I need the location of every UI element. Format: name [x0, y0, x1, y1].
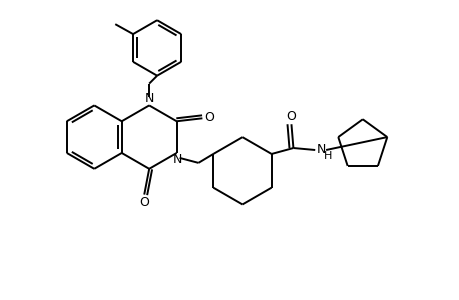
Text: N: N [144, 92, 153, 105]
Text: O: O [204, 111, 214, 124]
Text: N: N [316, 142, 325, 155]
Text: O: O [139, 196, 149, 209]
Text: H: H [323, 151, 331, 161]
Text: O: O [286, 110, 296, 123]
Text: N: N [173, 153, 182, 167]
